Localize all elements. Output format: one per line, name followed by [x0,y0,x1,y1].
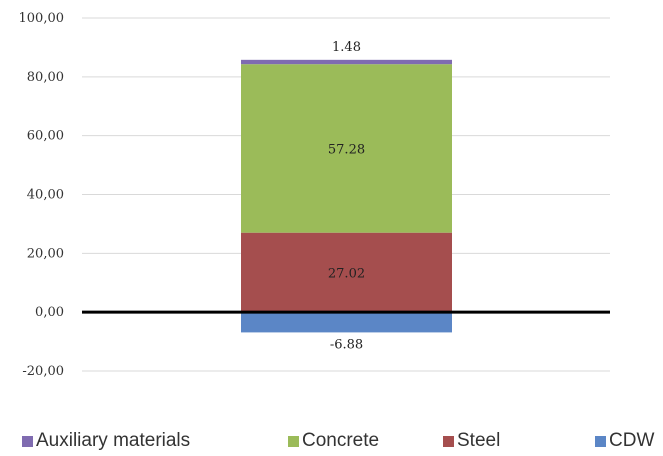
legend-item-cdw: CDW [595,430,654,452]
y-tick-label: 60,00 [27,129,64,144]
legend-swatch-steel [443,435,454,447]
legend-label-steel: Steel [457,430,501,451]
data-label-auxiliary-materials: 1.48 [332,40,361,55]
y-tick-label: 80,00 [27,70,64,85]
legend-item-concrete: Concrete [288,430,379,452]
y-tick-label: 100,00 [19,11,65,26]
bar-segment-auxiliary-materials [241,59,452,65]
legend-label-concrete: Concrete [302,430,380,451]
y-tick-label: 40,00 [27,188,64,203]
bar-segments [241,59,452,333]
data-labels: 1.48 57.28 27.02 -6.88 [328,40,365,353]
legend-item-steel: Steel [443,430,500,452]
bar-segment-concrete [241,64,452,233]
y-tick-label: -20,00 [22,364,64,379]
legend-swatch-concrete [288,435,299,447]
legend-label-cdw: CDW [609,430,655,451]
data-label-steel: 27.02 [328,266,365,281]
legend-item-auxiliary-materials: Auxiliary materials [22,430,190,452]
stacked-bar-chart: 100,00 80,00 60,00 40,00 20,00 0,00 -20,00 1.4… [19,11,610,379]
data-label-cdw: -6.88 [330,337,363,352]
bar-segment-cdw [241,312,452,333]
y-tick-label: 0,00 [35,305,64,320]
legend-swatch-cdw [595,435,606,447]
legend: Auxiliary materials Concrete Steel CDW [0,428,663,456]
data-label-concrete: 57.28 [328,142,365,157]
y-tick-label: 20,00 [27,246,64,261]
legend-label-auxiliary-materials: Auxiliary materials [36,430,191,451]
bar-segment-steel [241,232,452,313]
y-axis-tick-labels: 100,00 80,00 60,00 40,00 20,00 0,00 -20,00 [19,11,65,379]
legend-swatch-auxiliary-materials [22,435,33,447]
